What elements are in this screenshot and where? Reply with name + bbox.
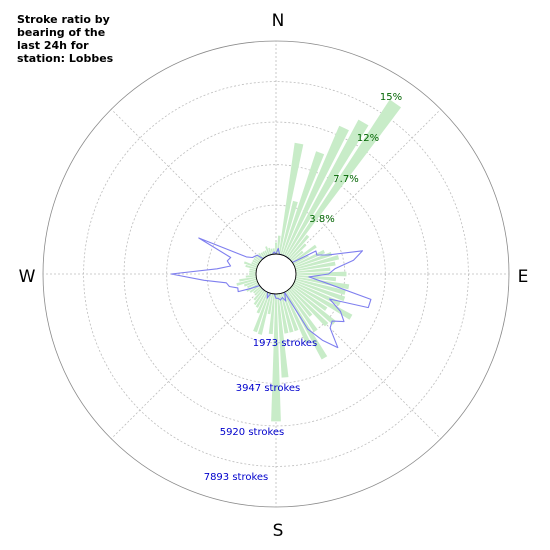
ratio-bar [258, 252, 264, 260]
ratio-bar [253, 255, 262, 262]
ratio-bar [293, 249, 326, 267]
ratio-bar [253, 257, 261, 264]
grid-spoke [289, 287, 442, 440]
ratio-bar [295, 255, 340, 270]
ratio-bar [295, 278, 346, 295]
ratio-bar [243, 280, 258, 287]
ratio-bar [268, 293, 275, 335]
ratio-bar [285, 290, 328, 360]
ratio-bar [251, 261, 259, 267]
ratio-tick-label: 7.7% [333, 174, 358, 185]
ratio-tick-label: 12% [357, 133, 379, 144]
stroke-tick-label: 5920 strokes [220, 427, 285, 438]
ratio-bar [247, 281, 259, 289]
direction-label-east: E [518, 267, 529, 287]
title-line: last 24h for [17, 39, 89, 52]
title-line: Stroke ratio by [17, 13, 110, 26]
ratio-bar [295, 271, 347, 277]
ratio-bar [239, 276, 257, 282]
ratio-bar [282, 292, 299, 332]
ratio-bar [278, 293, 289, 334]
ratio-bar [268, 247, 272, 255]
title-line: bearing of the [17, 26, 106, 39]
ratio-bar [253, 289, 266, 306]
direction-label-south: S [273, 521, 284, 541]
ratio-bar [256, 291, 269, 314]
ratio-bar [291, 284, 328, 311]
ratio-bar [254, 287, 263, 296]
ratio-bar [277, 293, 289, 378]
ratio-bar [249, 273, 257, 275]
stroke-tick-label: 1973 strokes [253, 338, 318, 349]
ratio-bar [262, 251, 267, 258]
ratio-bar [280, 293, 294, 333]
ratio-bar [270, 248, 274, 255]
direction-label-west: W [19, 267, 36, 287]
ratio-bar [292, 283, 353, 320]
ratio-bars [236, 99, 402, 422]
grid-spoke [110, 287, 263, 440]
ratio-bar [294, 251, 333, 268]
ratio-tick-label: 3.8% [309, 214, 334, 225]
center-hole [255, 253, 297, 295]
chart-title: Stroke ratio by bearing of the last 24h … [17, 13, 137, 65]
ratio-bar [274, 242, 278, 255]
direction-label-north: N [272, 11, 285, 31]
ratio-bar [260, 252, 266, 259]
count-line-layer [170, 237, 372, 349]
grid-spoke [110, 108, 263, 261]
count-line [170, 237, 372, 349]
ratio-bar [265, 246, 270, 256]
ratio-bar [236, 278, 257, 286]
ratio-bar [291, 244, 317, 264]
labels: N E S W 3.8% 7.7% 12% 15% 1973 strokes 3947 strok… [19, 11, 529, 541]
ratio-bar [288, 234, 310, 260]
ratio-bar [289, 243, 307, 261]
ratio-tick-label: 15% [380, 92, 402, 103]
ratio-bar [271, 293, 281, 422]
ratio-bar [264, 250, 269, 257]
ratio-bar [294, 280, 346, 302]
stroke-tick-label: 7893 strokes [204, 472, 269, 483]
ratio-bar [286, 99, 402, 259]
ratio-bar [280, 200, 298, 255]
ratio-bar [293, 281, 341, 306]
ratio-bar [255, 290, 267, 308]
ratio-bar [253, 292, 270, 333]
ratio-bar [249, 270, 257, 273]
ratio-bar [245, 264, 257, 270]
stroke-tick-label: 3947 strokes [236, 383, 301, 394]
ratio-bar [285, 119, 369, 258]
ratio-bar [282, 151, 325, 256]
ratio-bar [289, 287, 329, 327]
ratio-bar [290, 250, 304, 262]
ratio-bar [278, 142, 304, 255]
grid [42, 40, 510, 508]
ratio-bar [243, 261, 258, 268]
ratio-bar [249, 284, 261, 293]
ratio-bar [290, 286, 337, 325]
ratio-bar [253, 288, 264, 301]
ratio-bar [252, 259, 260, 265]
ratio-bar [283, 291, 310, 344]
ratio-bar [257, 293, 272, 335]
ratio-bar [267, 293, 274, 315]
ratio-bar [245, 275, 257, 278]
ratio-bar [283, 125, 349, 257]
grid-ring [123, 121, 429, 427]
title-line: station: Lobbes [17, 52, 114, 65]
ratio-bar [249, 268, 257, 272]
ratio-bar [295, 261, 336, 272]
ratio-bar [295, 275, 337, 282]
center-circle [255, 253, 297, 295]
ratio-bar [295, 267, 331, 273]
grid-spoke [289, 108, 442, 261]
ratio-bar [253, 286, 262, 294]
ratio-bar [288, 288, 313, 317]
ratio-bar [286, 289, 318, 333]
